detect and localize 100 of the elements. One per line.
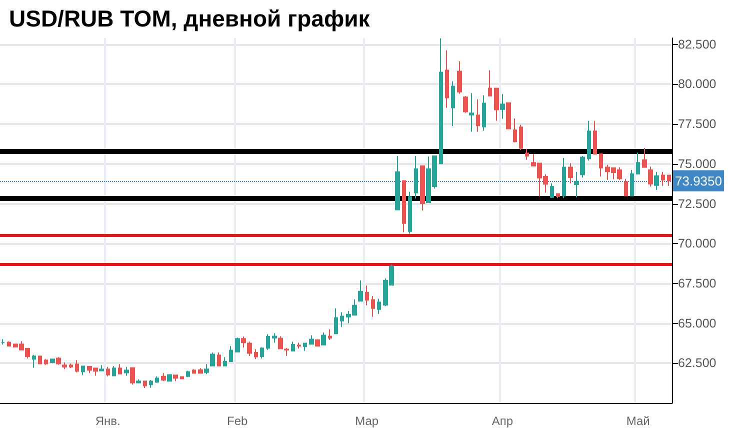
candlestick [371,296,375,318]
candlestick [143,380,147,389]
candlestick [451,80,455,127]
candlestick [223,356,227,366]
candlestick [568,162,573,184]
candlestick [358,280,363,302]
chart-title: USD/RUB TOM, дневной график [9,6,370,32]
x-tick-label: Май [626,414,650,428]
candlestick [365,284,369,306]
candlestick [624,178,628,196]
candlestick [254,348,258,360]
candlestick [106,366,110,377]
ref-line-label: 73.9350 [675,173,722,188]
candlestick [260,346,264,360]
candlestick [667,174,671,186]
candlestick [513,118,517,143]
candlestick [642,147,647,168]
y-tick-label: 67.500 [678,276,716,290]
y-tick-label: 77.500 [678,117,716,132]
candlestick [550,182,554,199]
candlestick [661,171,665,186]
candlestick [402,180,406,233]
candlestick [161,372,166,382]
candlestick [297,342,301,349]
candlestick [593,120,597,154]
candlestick [291,341,295,352]
y-tick-label: 80.000 [678,77,716,92]
candlestick [469,92,474,132]
candlestick [463,96,468,114]
candlestick [75,360,79,373]
candlestick [439,38,443,164]
candlestick [7,340,11,347]
candlestick [303,342,307,352]
candlestick [44,358,48,366]
candlestick [99,364,104,372]
y-tick-label: 65.000 [678,316,716,330]
candlestick [124,366,129,376]
candlestick [50,358,55,364]
candlestick [149,380,153,388]
candlestick [32,354,36,368]
candlestick [62,362,67,370]
y-tick-label: 75.000 [678,156,716,171]
candlestick [173,374,178,382]
candlestick [494,88,499,122]
candlestick [340,312,344,328]
candlestick [654,171,659,190]
candlestick [377,298,381,315]
candlestick [180,376,184,380]
x-tick-label: Feb [227,414,248,428]
candlestick [167,374,172,382]
candlestick [519,124,523,150]
candlestick [130,367,135,386]
candlestick [229,345,233,362]
candlestick [457,60,462,94]
candlestick [500,94,505,120]
candlestick [648,166,653,188]
candlestick [321,332,326,346]
candlestick [38,356,42,364]
x-tick-label: Мар [355,414,379,428]
candlestick [482,94,486,132]
candlestick [315,338,320,346]
candlestick [420,165,425,211]
y-tick-label: 70.000 [678,236,716,251]
candlestick [408,191,412,234]
candlestick [525,148,529,160]
candlestick [235,337,240,352]
y-tick-label: 72.500 [678,196,716,211]
candlestick [309,334,314,345]
candlestick [488,70,492,96]
candlestick [580,155,585,178]
candlestick [328,328,332,340]
candlestick [556,193,560,199]
candlestick [1,338,5,346]
candlestick [118,364,122,374]
candlestick [217,352,221,366]
candlestick [81,366,85,376]
candlestick [56,356,61,366]
x-tick-label: Янв. [95,414,120,428]
candlestick [155,376,159,384]
candlestick [112,366,116,376]
candlestick [599,153,603,178]
y-tick-label: 82.500 [678,37,716,52]
candlestick [395,155,400,210]
y-tick-label: 62.500 [678,356,716,370]
candlestick [136,378,141,384]
x-tick-label: Апр [492,414,514,428]
candlestick [574,171,579,198]
candlestick [69,362,73,369]
candlestick [192,368,196,374]
candlestick [186,370,190,378]
candlestick [476,98,480,132]
candlestick [636,152,640,174]
candlestick [445,50,449,108]
candlestick [210,352,215,366]
candlestick [204,364,209,375]
candlestick [334,308,338,334]
candlestick [562,157,566,199]
candlestick [198,368,203,374]
candlestick [630,169,634,196]
candlestick [272,332,277,344]
